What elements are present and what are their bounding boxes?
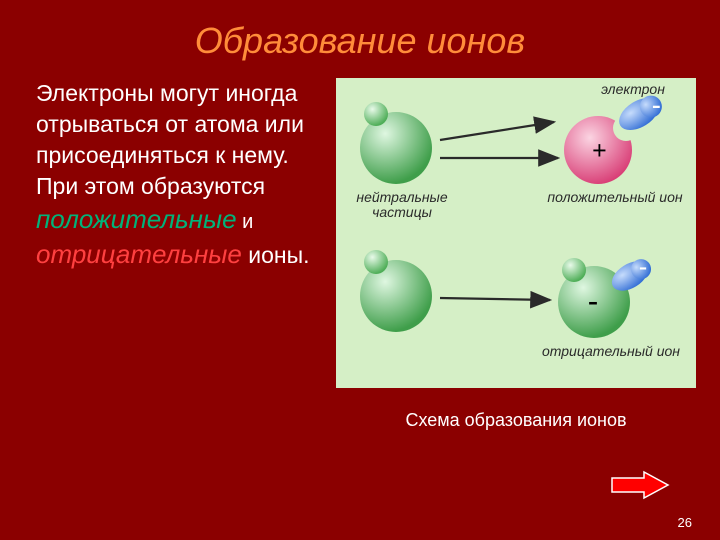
diagram-column: + - - - электрон нейтральные частицы пол… bbox=[336, 78, 696, 431]
body-part1: Электроны могут иногда отрываться от ато… bbox=[36, 80, 304, 199]
label-neutral: нейтральные частицы bbox=[352, 190, 452, 221]
next-arrow-icon[interactable] bbox=[610, 470, 670, 500]
diagram-caption: Схема образования ионов bbox=[405, 410, 626, 431]
label-negative-ion: отрицательный ион bbox=[536, 344, 686, 359]
body-text: Электроны могут иногда отрываться от ато… bbox=[36, 78, 316, 431]
and-word: и bbox=[237, 211, 254, 233]
ion-formation-diagram: + - - - электрон нейтральные частицы пол… bbox=[336, 78, 696, 388]
page-title: Образование ионов bbox=[0, 0, 720, 78]
label-electron: электрон bbox=[598, 82, 668, 97]
body-tail: ионы. bbox=[242, 242, 310, 268]
negative-ion-electron bbox=[562, 258, 586, 282]
minus-sign-electron-bottom: - bbox=[639, 254, 647, 281]
plus-sign: + bbox=[592, 136, 607, 166]
arrow-to-electron bbox=[440, 122, 554, 140]
diagram-svg bbox=[336, 78, 696, 388]
negative-word: отрицательные bbox=[36, 239, 242, 269]
neutral-atom-top-electron bbox=[364, 102, 388, 126]
positive-word: положительные bbox=[36, 204, 237, 234]
arrow-to-negative bbox=[440, 298, 550, 300]
content-area: Электроны могут иногда отрываться от ато… bbox=[0, 78, 720, 431]
neutral-atom-bottom-electron bbox=[364, 250, 388, 274]
minus-sign-ion: - bbox=[588, 284, 598, 318]
label-positive-ion: положительный ион bbox=[540, 190, 690, 205]
page-number: 26 bbox=[678, 515, 692, 530]
